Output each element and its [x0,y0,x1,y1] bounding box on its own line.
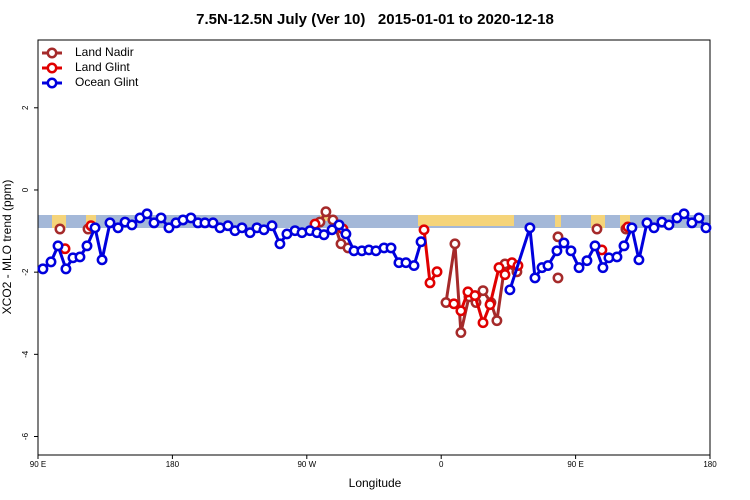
data-point [318,229,330,241]
data-point [493,262,505,274]
data-point [236,222,248,234]
y-tick-label: 2 [21,105,30,110]
y-axis-label: XCO2 - MLO trend (ppm) [0,180,14,315]
data-point [258,224,270,236]
data-point [581,255,593,267]
data-point [81,240,93,252]
chart-title: 7.5N-12.5N July (Ver 10) 2015-01-01 to 2… [196,11,554,28]
data-point [415,236,427,248]
data-point [524,222,536,234]
data-point [663,219,675,231]
y-tick-label: -2 [21,268,30,276]
y-tick-label: -4 [21,350,30,358]
data-point [589,240,601,252]
data-point [678,208,690,220]
data-point [424,277,436,289]
x-tick-label: 180 [703,460,717,469]
data-point [266,220,278,232]
data-point [626,222,638,234]
data-point [104,217,116,229]
data-point [163,222,175,234]
data-point [141,208,153,220]
data-point [222,220,234,232]
data-point [185,212,197,224]
data-point [89,222,101,234]
data-point [597,262,609,274]
y-tick-label: -6 [21,432,30,440]
data-point [591,223,603,235]
data-point [641,217,653,229]
x-tick-label: 0 [439,460,444,469]
data-point [274,238,286,250]
data-point [565,245,577,257]
data-point [431,266,443,278]
y-tick-label: 0 [21,187,30,192]
data-point [385,242,397,254]
data-point [484,299,496,311]
data-point [648,222,660,234]
data-point [552,272,564,284]
data-point [155,212,167,224]
legend-label: Land Nadir [75,45,134,59]
data-point [573,262,585,274]
data-point [499,269,511,281]
legend-label: Land Glint [75,60,130,74]
data-point [449,238,461,250]
data-point [52,240,64,252]
data-point [448,298,460,310]
data-point [618,240,630,252]
data-point [477,317,489,329]
data-point [60,263,72,275]
data-point [633,254,645,266]
data-point [551,245,563,257]
data-point [504,284,516,296]
x-tick-label: 90 E [30,460,46,469]
data-point [455,305,467,317]
legend-label: Ocean Glint [75,75,139,89]
data-point [207,217,219,229]
data-point [45,256,57,268]
data-point [611,251,623,263]
data-point [340,228,352,240]
data-point [686,217,698,229]
data-point [700,222,712,234]
plot-frame [37,39,711,456]
data-point [148,217,160,229]
x-axis-label: Longitude [349,476,402,490]
data-point [529,272,541,284]
legend-marker [46,47,58,59]
data-point [418,224,430,236]
data-point [558,237,570,249]
x-tick-label: 90 W [297,460,316,469]
data-point [326,224,338,236]
data-point [244,227,256,239]
x-tick-label: 90 E [567,460,583,469]
data-point [74,251,86,263]
data-point [37,263,49,275]
x-tick-label: 180 [166,460,180,469]
data-point [542,260,554,272]
data-point [455,327,467,339]
data-point [469,290,481,302]
data-point [552,231,564,243]
data-point [112,222,124,234]
data-point [126,219,138,231]
data-point [408,260,420,272]
data-point [477,285,489,297]
data-point [333,219,345,231]
legend-marker [46,77,58,89]
data-point [491,315,503,327]
data-point [320,206,332,218]
data-point [693,212,705,224]
legend-marker [46,62,58,74]
data-point [54,223,66,235]
data-point [96,254,108,266]
